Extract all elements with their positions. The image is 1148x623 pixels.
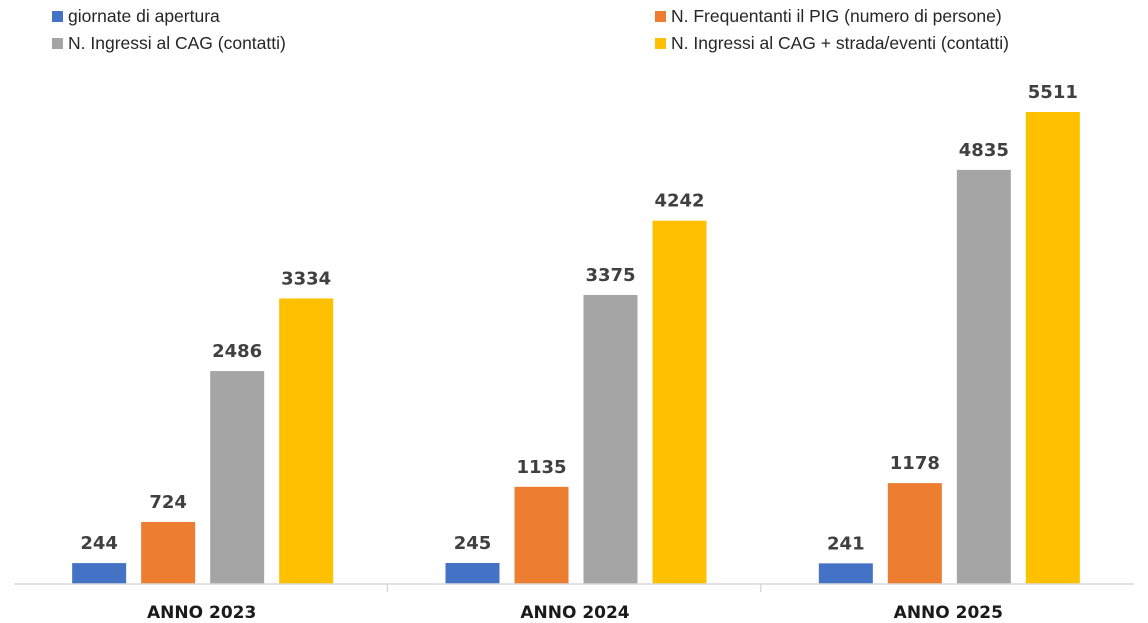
category-label-1: ANNO 2023	[147, 603, 256, 623]
bar-4-2	[652, 220, 707, 584]
legend-label-4: N. Ingressi al CAG + strada/eventi (cont…	[671, 33, 1009, 53]
legend-swatch-3	[52, 38, 63, 49]
bar-1-1	[72, 563, 127, 584]
data-label-1-3: 241	[827, 533, 865, 554]
data-label-4-3: 5511	[1028, 82, 1078, 103]
legend-swatch-4	[655, 38, 666, 49]
data-label-2-3: 1178	[890, 453, 940, 474]
data-label-1-2: 245	[454, 533, 492, 554]
data-label-3-1: 2486	[212, 341, 262, 362]
legend-label-3: N. Ingressi al CAG (contatti)	[68, 33, 286, 53]
bar-3-3	[956, 169, 1011, 585]
bar-1-2	[445, 563, 500, 584]
legend-label-2: N. Frequentanti il PIG (numero di person…	[671, 6, 1002, 26]
category-label-3: ANNO 2025	[894, 603, 1003, 623]
data-label-1-1: 244	[80, 533, 118, 554]
bar-4-1	[279, 298, 334, 584]
bar-2-3	[887, 483, 942, 584]
data-label-4-2: 4242	[654, 191, 704, 212]
data-label-3-2: 3375	[585, 265, 635, 286]
legend: giornate di apertura N. Frequentanti il P…	[52, 6, 1009, 53]
data-label-2-2: 1135	[516, 457, 566, 478]
data-label-3-3: 4835	[959, 140, 1009, 161]
data-label-4-1: 3334	[281, 268, 331, 289]
legend-label-1: giornate di apertura	[68, 6, 220, 26]
bar-2-2	[514, 486, 569, 584]
bar-1-3	[818, 563, 873, 584]
bar-3-2	[583, 294, 638, 584]
bar-4-3	[1025, 112, 1080, 584]
bar-3-1	[210, 371, 265, 584]
data-labels-group: 244 724 2486 3334 245 1135 3375 4242 241 1178 4835…	[80, 82, 1078, 554]
data-label-2-1: 724	[149, 492, 187, 513]
legend-swatch-1	[52, 11, 63, 22]
legend-swatch-2	[655, 11, 666, 22]
x-axis-tick-labels: ANNO 2023 ANNO 2024 ANNO 2025	[147, 584, 1003, 623]
bar-2-1	[141, 521, 196, 584]
bars-group	[72, 112, 1080, 585]
category-label-2: ANNO 2024	[520, 603, 629, 623]
